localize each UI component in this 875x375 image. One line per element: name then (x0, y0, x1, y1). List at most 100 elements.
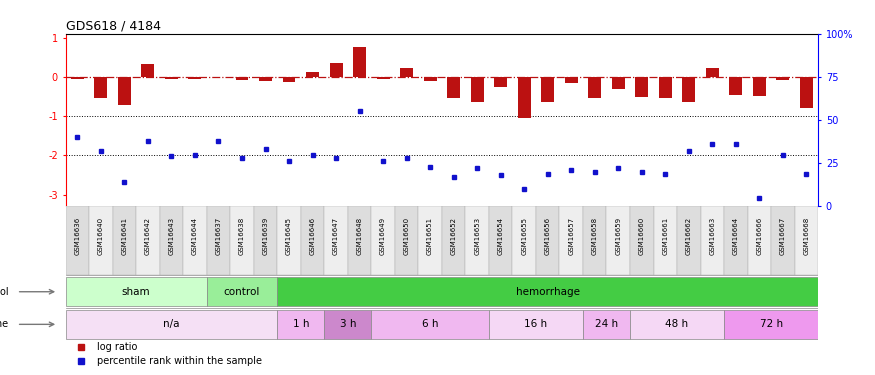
Text: hemorrhage: hemorrhage (515, 287, 580, 297)
Bar (254, 206, 277, 275)
Bar (630, 310, 724, 339)
Text: 48 h: 48 h (666, 320, 689, 329)
Bar (659, 77, 672, 99)
Text: GSM16639: GSM16639 (262, 217, 269, 255)
Text: GSM16664: GSM16664 (733, 217, 738, 255)
Bar (724, 206, 747, 275)
Bar (142, 64, 154, 77)
Text: GSM16666: GSM16666 (756, 217, 762, 255)
Text: sham: sham (122, 287, 150, 297)
Text: 3 h: 3 h (340, 320, 356, 329)
Text: GSM16637: GSM16637 (215, 217, 221, 255)
Bar (564, 77, 578, 83)
Text: 72 h: 72 h (760, 320, 782, 329)
Text: GDS618 / 4184: GDS618 / 4184 (66, 20, 161, 33)
Text: GSM16640: GSM16640 (98, 217, 104, 255)
Text: GSM16658: GSM16658 (592, 217, 598, 255)
Text: GSM16661: GSM16661 (662, 217, 668, 255)
Text: 16 h: 16 h (524, 320, 548, 329)
Bar (606, 206, 630, 275)
Bar (583, 206, 606, 275)
Bar (677, 206, 701, 275)
Bar (518, 77, 530, 118)
Bar (588, 77, 601, 99)
Bar (630, 206, 654, 275)
Text: GSM16649: GSM16649 (380, 217, 386, 255)
Bar (442, 206, 466, 275)
Text: GSM16645: GSM16645 (286, 217, 292, 255)
Bar (66, 277, 206, 306)
Text: percentile rank within the sample: percentile rank within the sample (97, 356, 262, 366)
Bar (635, 77, 648, 96)
Bar (724, 310, 818, 339)
Text: control: control (224, 287, 260, 297)
Text: GSM16644: GSM16644 (192, 217, 198, 255)
Bar (776, 77, 789, 80)
Text: GSM16643: GSM16643 (169, 217, 174, 255)
Bar (494, 77, 507, 87)
Bar (371, 310, 489, 339)
Bar (325, 206, 348, 275)
Bar (489, 206, 513, 275)
Bar (66, 310, 277, 339)
Text: GSM16656: GSM16656 (545, 217, 550, 255)
Text: GSM16668: GSM16668 (803, 217, 809, 255)
Bar (701, 206, 724, 275)
Text: GSM16662: GSM16662 (686, 217, 692, 255)
Bar (794, 206, 818, 275)
Text: GSM16650: GSM16650 (403, 217, 410, 255)
Bar (418, 206, 442, 275)
Bar (682, 77, 696, 102)
Text: time: time (0, 320, 9, 329)
Text: GSM16641: GSM16641 (122, 217, 128, 255)
Bar (489, 310, 583, 339)
Bar (706, 68, 718, 77)
Bar (542, 77, 554, 102)
Bar (165, 77, 178, 79)
Text: GSM16655: GSM16655 (522, 217, 527, 255)
Text: n/a: n/a (164, 320, 179, 329)
Bar (583, 310, 630, 339)
Text: GSM16652: GSM16652 (451, 217, 457, 255)
Bar (206, 206, 230, 275)
Bar (94, 77, 108, 99)
Bar (206, 277, 277, 306)
Bar (188, 77, 201, 79)
Bar (400, 68, 413, 77)
Bar (71, 77, 84, 79)
Bar (118, 77, 131, 105)
Bar (235, 77, 248, 80)
Text: 1 h: 1 h (292, 320, 309, 329)
Bar (447, 77, 460, 99)
Text: GSM16648: GSM16648 (357, 217, 362, 255)
Bar (752, 77, 766, 96)
Bar (325, 310, 371, 339)
Text: GSM16653: GSM16653 (474, 217, 480, 255)
Bar (376, 77, 389, 79)
Text: log ratio: log ratio (97, 342, 137, 352)
Bar (259, 77, 272, 81)
Bar (371, 206, 395, 275)
Bar (277, 277, 818, 306)
Text: GSM16663: GSM16663 (710, 217, 715, 255)
Bar (277, 310, 325, 339)
Bar (654, 206, 677, 275)
Bar (471, 77, 484, 102)
Text: GSM16659: GSM16659 (615, 217, 621, 255)
Text: GSM16638: GSM16638 (239, 217, 245, 255)
Text: GSM16646: GSM16646 (310, 217, 316, 255)
Bar (230, 206, 254, 275)
Bar (513, 206, 536, 275)
Text: GSM16651: GSM16651 (427, 217, 433, 255)
Text: GSM16667: GSM16667 (780, 217, 786, 255)
Text: GSM16654: GSM16654 (498, 217, 504, 255)
Bar (424, 77, 437, 81)
Bar (354, 48, 366, 77)
Bar (89, 206, 113, 275)
Bar (136, 206, 160, 275)
Text: 6 h: 6 h (422, 320, 438, 329)
Bar (466, 206, 489, 275)
Bar (348, 206, 371, 275)
Text: 24 h: 24 h (595, 320, 618, 329)
Bar (612, 77, 625, 88)
